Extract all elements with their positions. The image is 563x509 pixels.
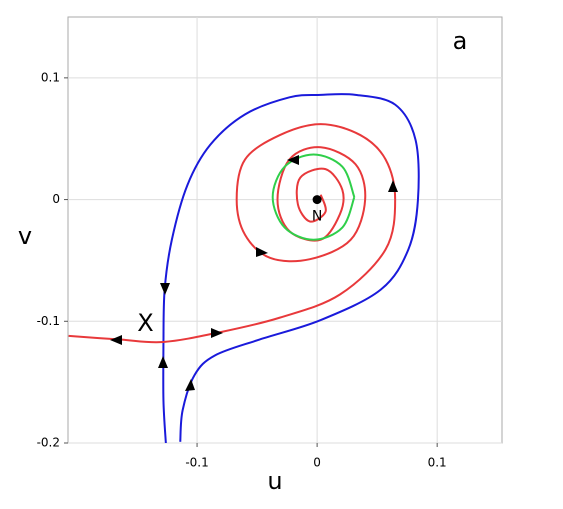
y-tick-label: -0.1 [37,314,60,328]
y-axis-label: v [18,222,32,250]
arrow [185,379,195,391]
arrow [160,283,170,295]
plot-frame [67,16,503,444]
panel-label: a [453,27,468,55]
arrow [110,335,122,345]
arrow [211,328,223,338]
y-tick-label: -0.2 [37,436,60,450]
trajectories [68,93,420,444]
equilibrium-point [312,195,322,205]
arrow [287,155,299,165]
trajectory [162,93,420,442]
arrow [256,247,268,257]
trajectory [162,341,167,444]
arrow [388,180,398,192]
y-tick-label: 0.1 [41,70,60,84]
saddle-label: X [137,309,153,337]
y-tick-label: 0 [52,192,60,206]
trajectory [271,153,356,241]
trajectory [68,123,397,344]
x-tick-label: 0.1 [428,456,447,470]
arrows [110,155,398,391]
arrow [158,356,168,368]
x-tick-label: 0 [313,456,321,470]
equilibrium-label: N [312,209,322,225]
x-tick-label: -0.1 [185,456,208,470]
x-axis-label: u [267,467,282,495]
